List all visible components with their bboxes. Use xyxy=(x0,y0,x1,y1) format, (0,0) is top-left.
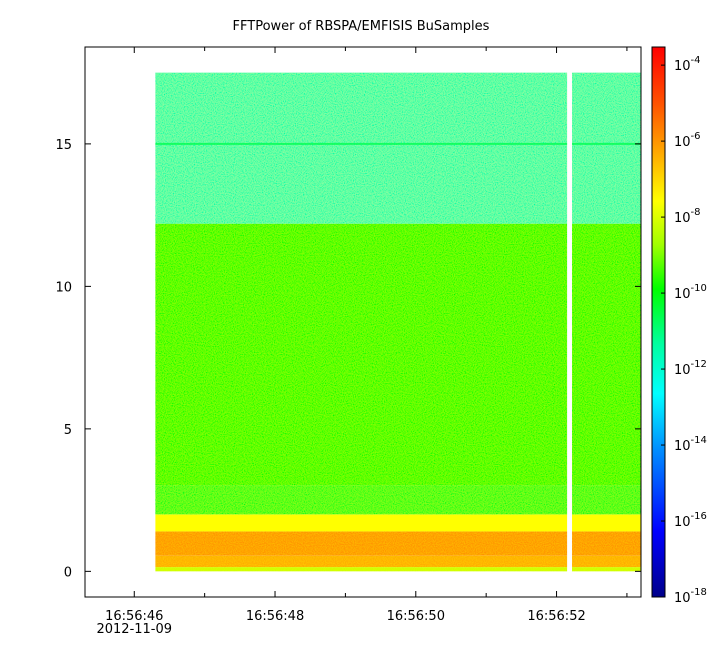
x-tick-label-2: 16:56:50 xyxy=(387,609,445,624)
plot-frame xyxy=(84,46,642,598)
y-tick-label-3: 15 xyxy=(55,138,72,153)
colorbar: 10-18 10-16 10-14 10-12 10-10 10-8 10-6 10-4 xyxy=(651,46,707,606)
spectrogram-band-3-segment-0 xyxy=(155,514,568,532)
colorbar-tick-label-3: 10-12 xyxy=(674,359,707,378)
plot-area xyxy=(155,72,641,572)
spectral-line-0-segment-1 xyxy=(572,142,641,145)
colorbar-gradient xyxy=(651,46,666,598)
colorbar-tick-label-7: 10-4 xyxy=(674,55,701,74)
spectrogram-band-3-segment-1 xyxy=(572,514,641,532)
y-axis: 0 5 10 15 xyxy=(55,138,641,580)
chart-title: FFTPower of RBSPA/EMFISIS BuSamples xyxy=(233,19,490,34)
x-tick-label-3: 16:56:52 xyxy=(527,609,585,624)
colorbar-tick-label-2: 10-14 xyxy=(674,435,707,454)
x-tick-label-1: 16:56:48 xyxy=(246,609,304,624)
x-tick-sublabel-0: 2012-11-09 xyxy=(96,622,172,637)
spectrogram-band-4-segment-1 xyxy=(572,485,641,515)
spectrogram-band-2-segment-1 xyxy=(572,531,641,556)
x-tick-label-0: 16:56:46 xyxy=(105,609,163,624)
y-tick-label-2: 10 xyxy=(55,280,72,295)
spectral-line-0-segment-0 xyxy=(155,142,568,145)
y-tick-label-0: 0 xyxy=(64,565,72,580)
spectrogram-band-1-segment-1 xyxy=(572,555,641,568)
colorbar-tick-label-0: 10-18 xyxy=(674,587,707,606)
colorbar-tick-label-1: 10-16 xyxy=(674,511,707,530)
colorbar-ticks: 10-18 10-16 10-14 10-12 10-10 10-8 10-6 10-4 xyxy=(661,55,707,606)
spectrogram-band-5-segment-0 xyxy=(155,223,568,486)
spectrogram-band-6-segment-1 xyxy=(572,72,641,224)
y-tick-label-1: 5 xyxy=(64,423,72,438)
spectrogram-band-4-segment-0 xyxy=(155,485,568,515)
colorbar-tick-label-4: 10-10 xyxy=(674,283,707,302)
spectrogram-band-0-segment-1 xyxy=(572,567,641,572)
spectrogram-band-2-segment-0 xyxy=(155,531,568,556)
spectrogram-band-6-segment-0 xyxy=(155,72,568,224)
colorbar-tick-label-6: 10-6 xyxy=(674,131,701,150)
spectrogram-band-0-segment-0 xyxy=(155,567,568,572)
spectrogram-band-5-segment-1 xyxy=(572,223,641,486)
colorbar-tick-label-5: 10-8 xyxy=(674,207,701,226)
spectrogram-bands xyxy=(155,72,641,572)
spectrogram-band-1-segment-0 xyxy=(155,555,568,568)
